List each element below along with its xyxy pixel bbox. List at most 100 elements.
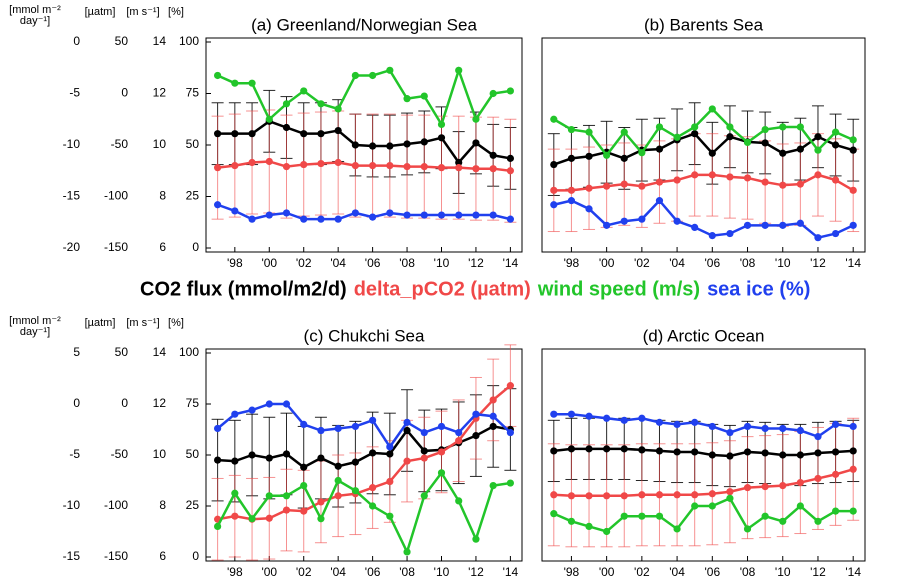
data-point [317, 130, 325, 138]
data-point [231, 207, 239, 215]
data-point [317, 215, 325, 223]
axis-label: [mmol m⁻² [9, 315, 61, 327]
data-point [265, 400, 273, 408]
data-point [796, 180, 804, 188]
data-point [472, 115, 480, 123]
data-point [849, 186, 857, 194]
data-point [761, 449, 769, 457]
plot-frame [541, 37, 866, 253]
x-tick-label: '12 [468, 565, 484, 579]
data-point [386, 209, 394, 217]
series-line [217, 66, 511, 128]
data-point [673, 217, 681, 225]
data-point [386, 450, 394, 458]
data-point [655, 178, 664, 186]
data-point [620, 128, 628, 136]
data-point [317, 515, 325, 523]
x-tick-label: '06 [365, 565, 381, 579]
data-point [620, 416, 628, 424]
data-point [585, 445, 593, 453]
x-tick-label: '00 [599, 256, 615, 270]
y-tick-label: 50 [115, 34, 129, 48]
data-point [420, 428, 428, 437]
data-point [655, 491, 664, 499]
series-line [553, 107, 854, 158]
data-point [369, 484, 377, 492]
data-point [638, 512, 646, 520]
data-point [437, 422, 446, 431]
x-tick-label: '98 [227, 256, 243, 270]
series-line [217, 160, 511, 172]
y-tick-label: 0 [121, 396, 128, 410]
data-point [567, 197, 576, 205]
data-point [300, 463, 308, 471]
data-point [796, 502, 804, 510]
series-line [216, 470, 511, 556]
data-point [300, 160, 308, 169]
data-point [231, 457, 239, 465]
data-point [386, 162, 394, 170]
y-tick-label: -10 [63, 137, 81, 151]
data-point [282, 506, 291, 514]
series-line [217, 203, 511, 221]
y-tick-label: 14 [153, 34, 167, 48]
data-point [489, 165, 497, 173]
chart-title: (d) Arctic Ocean [643, 326, 765, 345]
data-point [489, 422, 497, 431]
y-tick-label: 25 [186, 498, 200, 512]
data-point [814, 133, 822, 141]
data-point [472, 535, 480, 543]
data-point [386, 66, 394, 74]
x-tick-label: '08 [740, 256, 756, 270]
data-point [317, 159, 325, 168]
y-tick-label: 6 [159, 240, 166, 254]
y-tick-label: -15 [63, 549, 81, 563]
x-tick-label: '02 [634, 565, 650, 579]
data-point [691, 171, 699, 179]
data-point [708, 490, 716, 498]
data-point [567, 492, 576, 500]
data-point [620, 492, 628, 500]
x-tick-label: '98 [227, 565, 243, 579]
data-point [849, 136, 857, 144]
data-point [638, 182, 646, 190]
data-point [708, 422, 716, 431]
data-point [673, 176, 681, 184]
data-point [585, 522, 593, 531]
data-point [550, 201, 558, 209]
y-tick-label: 6 [159, 549, 166, 563]
data-point [403, 95, 411, 103]
y-tick-label: -10 [63, 498, 81, 512]
data-point [403, 211, 411, 219]
data-point [214, 424, 222, 433]
y-tick-label: -5 [69, 86, 80, 100]
data-point [761, 139, 769, 147]
data-point [567, 445, 576, 453]
y-tick-label: 75 [186, 396, 200, 410]
x-tick-label: '12 [810, 565, 826, 579]
data-point [506, 382, 514, 390]
x-tick-label: '10 [775, 256, 791, 270]
data-point [455, 497, 463, 505]
data-point [550, 447, 558, 455]
chart-title: (c) Chukchi Sea [304, 326, 425, 345]
y-tick-label: 100 [179, 345, 199, 359]
y-tick-label: -150 [104, 549, 128, 563]
plot-frame [541, 348, 866, 562]
x-tick-label: '04 [669, 565, 685, 579]
data-point [831, 448, 840, 456]
x-tick-label: '04 [330, 256, 346, 270]
series-line [553, 496, 854, 533]
data-point [603, 527, 611, 536]
data-point [603, 414, 611, 422]
data-point [638, 149, 646, 157]
x-tick-label: '12 [468, 256, 484, 270]
x-tick-label: '14 [503, 565, 519, 579]
data-point [761, 178, 769, 186]
data-point [231, 162, 239, 170]
data-point [585, 184, 593, 192]
axis-label: [µatm] [85, 6, 116, 18]
data-point [726, 229, 734, 238]
axis-label: [m s⁻¹] [126, 6, 159, 18]
